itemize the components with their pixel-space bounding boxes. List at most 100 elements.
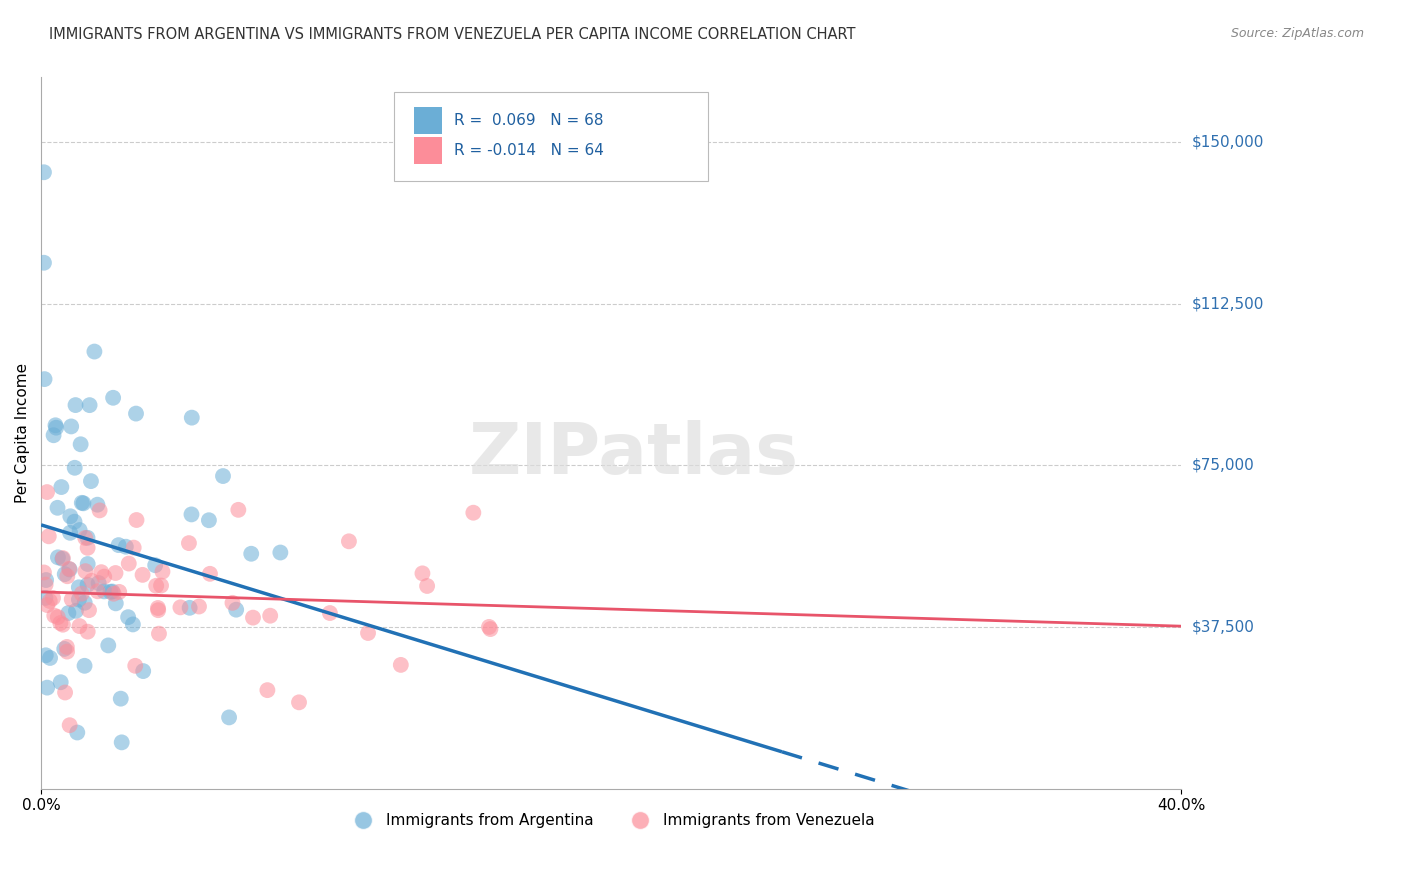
Point <box>35 485 58 500</box>
Point <box>63 515 86 529</box>
Point <box>76 541 98 555</box>
Point <box>131 567 153 582</box>
Point <box>56 644 79 658</box>
Point <box>463 506 485 520</box>
Point <box>152 565 174 579</box>
Point <box>90 565 112 579</box>
Point <box>32 165 55 179</box>
Point <box>32 256 55 270</box>
Point <box>59 718 82 732</box>
Point <box>80 574 103 588</box>
Point <box>89 503 111 517</box>
Point <box>72 496 94 510</box>
Point <box>198 513 221 527</box>
Point <box>111 735 134 749</box>
Text: $150,000: $150,000 <box>1192 135 1264 150</box>
Point <box>44 608 66 623</box>
Point <box>52 551 75 566</box>
Point <box>37 681 59 695</box>
Point <box>65 604 87 618</box>
Point <box>259 608 281 623</box>
Point <box>188 599 211 614</box>
Point <box>76 557 98 571</box>
Point <box>180 410 202 425</box>
Point <box>80 474 103 488</box>
Point <box>146 601 169 615</box>
Point <box>180 508 202 522</box>
Point <box>389 657 412 672</box>
Point <box>51 552 73 566</box>
Point <box>101 584 124 599</box>
Point <box>108 585 131 599</box>
Text: R = -0.014   N = 64: R = -0.014 N = 64 <box>454 144 603 158</box>
Point <box>256 683 278 698</box>
Point <box>117 610 139 624</box>
Point <box>70 587 93 601</box>
Point <box>52 617 75 632</box>
Point <box>60 419 83 434</box>
Point <box>34 591 56 605</box>
Point <box>42 428 65 442</box>
Point <box>67 592 90 607</box>
Point <box>59 562 82 576</box>
Point <box>58 606 80 620</box>
Point <box>100 584 122 599</box>
Point <box>86 584 108 599</box>
Point <box>39 651 62 665</box>
Point <box>56 569 79 583</box>
Point <box>122 541 145 555</box>
Point <box>145 579 167 593</box>
Point <box>416 579 439 593</box>
Point <box>242 610 264 624</box>
Point <box>65 398 87 412</box>
Point <box>38 594 60 608</box>
Point <box>46 610 69 624</box>
Point <box>228 503 250 517</box>
Point <box>76 624 98 639</box>
Point <box>269 545 291 559</box>
Point <box>60 592 83 607</box>
Text: $37,500: $37,500 <box>1192 619 1256 634</box>
Text: $112,500: $112,500 <box>1192 296 1264 311</box>
Point <box>177 536 200 550</box>
Point <box>221 596 243 610</box>
Point <box>86 498 108 512</box>
Text: R =  0.069   N = 68: R = 0.069 N = 68 <box>454 112 603 128</box>
Point <box>76 577 98 591</box>
Text: IMMIGRANTS FROM ARGENTINA VS IMMIGRANTS FROM VENEZUELA PER CAPITA INCOME CORRELA: IMMIGRANTS FROM ARGENTINA VS IMMIGRANTS … <box>49 27 856 42</box>
Point <box>319 606 342 620</box>
Point <box>45 420 67 434</box>
Point <box>93 569 115 583</box>
Point <box>148 626 170 640</box>
Point <box>35 648 58 663</box>
Point <box>75 564 97 578</box>
Point <box>58 562 80 576</box>
Point <box>97 639 120 653</box>
Point <box>70 496 93 510</box>
Point <box>169 600 191 615</box>
Point <box>34 577 56 591</box>
Legend: Immigrants from Argentina, Immigrants from Venezuela: Immigrants from Argentina, Immigrants fr… <box>342 807 880 834</box>
Point <box>337 534 360 549</box>
Point <box>103 587 125 601</box>
Point <box>107 538 129 552</box>
Point <box>53 641 76 656</box>
Point <box>198 566 221 581</box>
Point <box>38 529 60 543</box>
Point <box>63 460 86 475</box>
Point <box>132 664 155 678</box>
Point <box>73 596 96 610</box>
Point <box>118 557 141 571</box>
Point <box>478 620 501 634</box>
Point <box>69 437 91 451</box>
Point <box>35 573 58 587</box>
Point <box>69 619 91 633</box>
Point <box>44 418 66 433</box>
Point <box>240 547 263 561</box>
Point <box>479 622 502 636</box>
Point <box>59 509 82 524</box>
Point <box>56 640 79 654</box>
Point <box>49 615 72 630</box>
Point <box>34 372 56 386</box>
Point <box>53 567 76 582</box>
